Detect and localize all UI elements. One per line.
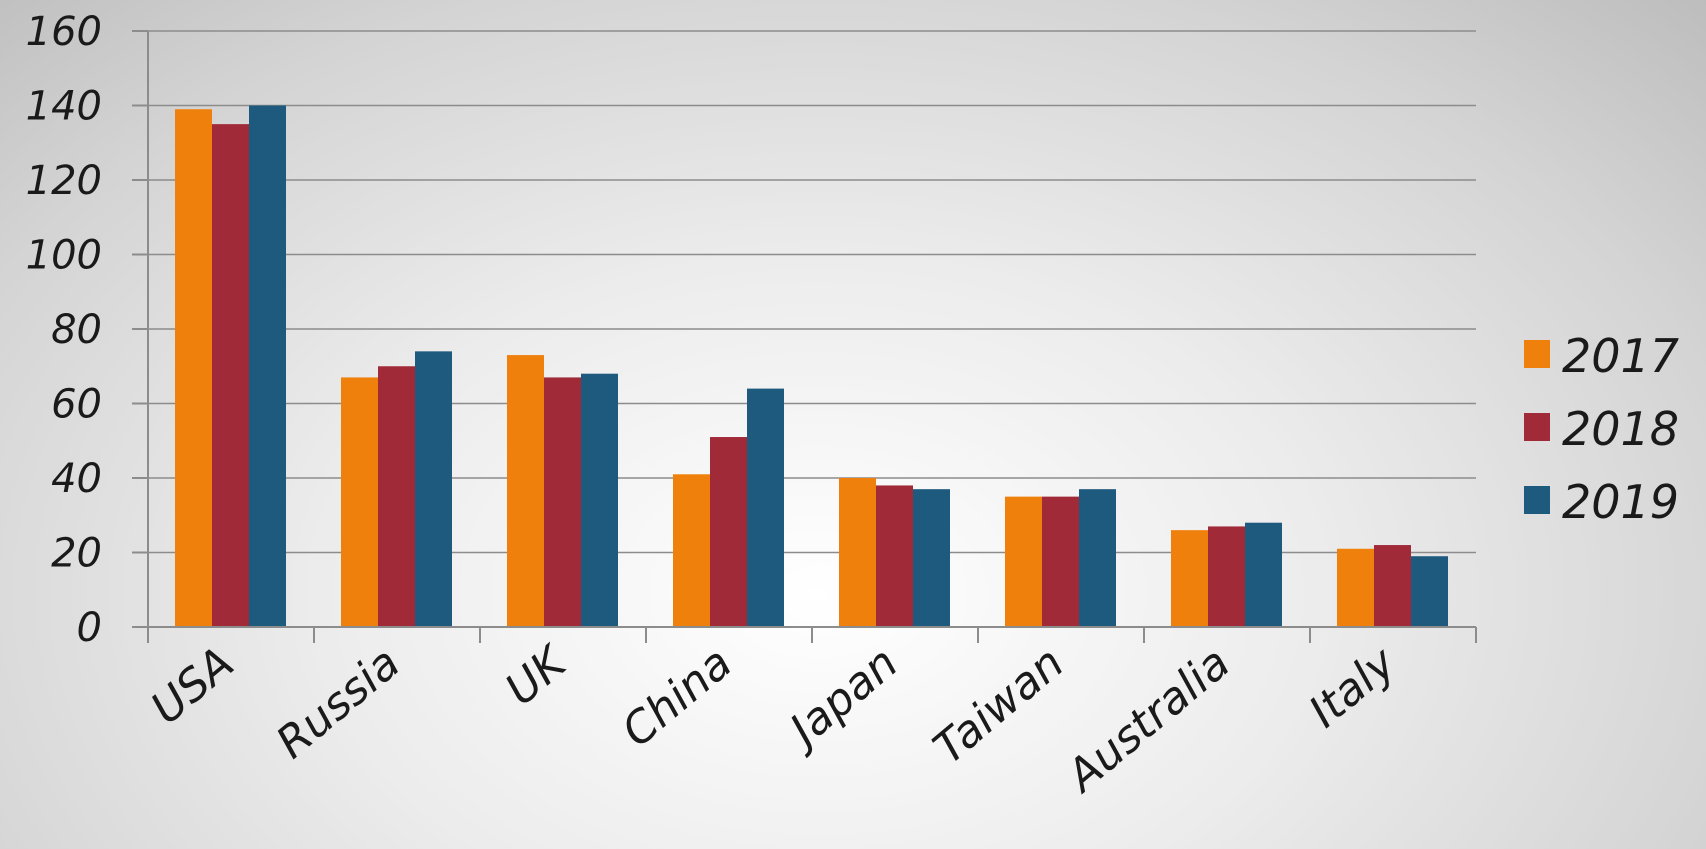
bar-italy-2017 [1337,548,1374,627]
bar-taiwan-2019 [1079,489,1116,627]
x-category-label: Italy [1300,637,1407,738]
y-tick-label: 160 [26,9,102,55]
y-axis-tick-labels: 0 20 40 60 80 100 120 140 160 [26,9,102,651]
bar-australia-2018 [1208,526,1245,627]
x-axis [132,30,1477,643]
x-category-label: Taiwan [924,637,1073,774]
y-tick-label: 40 [51,456,102,502]
bar-australia-2017 [1171,530,1208,627]
bar-japan-2017 [839,478,876,627]
x-category-label: USA [142,637,244,734]
y-tick-label: 100 [26,233,102,279]
bar-taiwan-2018 [1042,496,1079,627]
bar-china-2018 [710,437,747,627]
bar-russia-2017 [341,377,378,627]
bar-australia-2019 [1245,522,1282,627]
y-tick-label: 20 [51,531,102,577]
bar-japan-2018 [876,485,913,627]
bar-russia-2019 [415,351,452,627]
legend-swatch-2019 [1524,486,1550,514]
bar-uk-2018 [544,377,581,627]
legend-swatch-2017 [1524,340,1550,368]
bars [175,105,1448,628]
bar-uk-2019 [581,373,618,627]
x-category-label: Russia [267,637,410,768]
bar-italy-2019 [1411,556,1448,627]
y-tick-label: 140 [26,84,102,130]
legend: 2017 2018 2019 [1524,329,1679,529]
bar-russia-2018 [378,366,415,627]
y-tick-label: 0 [77,605,102,651]
y-tick-label: 120 [26,158,102,204]
y-tick-label: 80 [51,307,102,353]
legend-swatch-2018 [1524,413,1550,441]
bar-japan-2019 [913,489,950,627]
bar-usa-2019 [249,105,286,627]
bar-uk-2017 [507,355,544,627]
x-category-label: Australia [1055,637,1239,803]
x-category-label: UK [496,635,578,715]
x-category-label: China [613,637,742,757]
bar-china-2019 [747,388,784,627]
x-category-label: Japan [775,637,908,760]
y-tick-label: 60 [51,382,102,428]
bar-italy-2018 [1374,545,1411,627]
legend-label: 2017 [1562,329,1679,383]
bar-usa-2017 [175,109,212,628]
bar-usa-2018 [212,124,249,627]
bar-china-2017 [673,474,710,627]
bar-taiwan-2017 [1005,496,1042,627]
legend-label: 2018 [1562,402,1679,456]
legend-label: 2019 [1562,475,1679,529]
